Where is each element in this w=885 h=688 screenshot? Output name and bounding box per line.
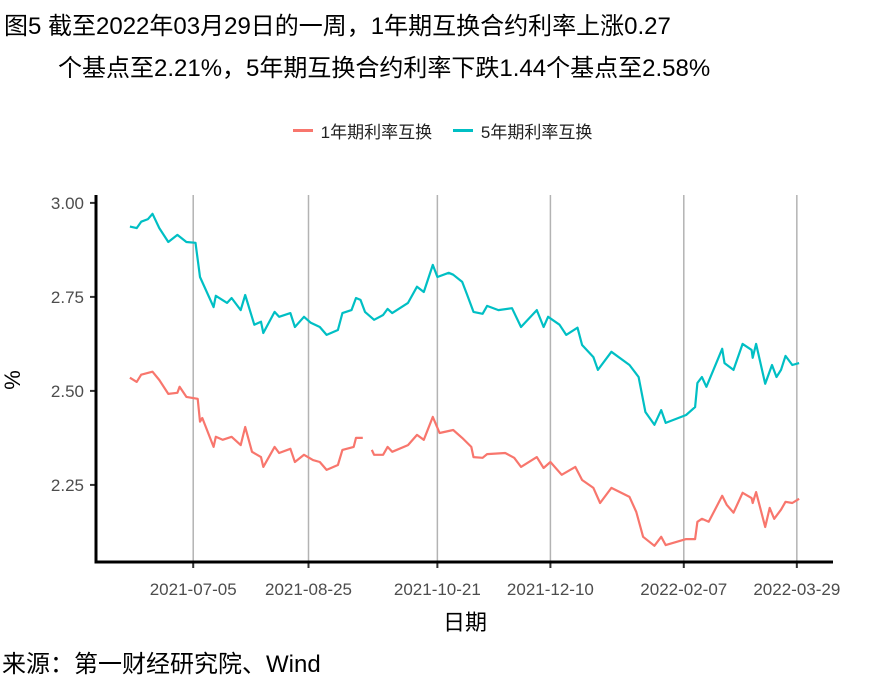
legend-label-5y: 5年期利率互换 (480, 123, 593, 142)
series-line-5y-swap (129, 212, 800, 426)
legend-item-1y: 1年期利率互换 (292, 118, 433, 143)
axes: 2021-07-05 2021-08-25 2021-10-21 2021-12-10… (51, 194, 840, 599)
legend-label-1y: 1年期利率互换 (320, 123, 433, 142)
legend-swatch-5y (452, 129, 473, 132)
y-tick-label: 2.50 (51, 382, 84, 401)
y-tick-label: 2.75 (51, 288, 84, 307)
legend-swatch-1y (292, 129, 313, 132)
series-line-1y-swap (370, 415, 800, 547)
x-tick-label: 2021-10-21 (394, 580, 481, 599)
x-tick-label: 2021-12-10 (507, 580, 594, 599)
chart-legend: 1年期利率互换 5年期利率互换 (0, 117, 885, 143)
y-tick-label: 2.25 (51, 476, 84, 495)
source-note: 来源：第一财经研究院、Wind (2, 651, 321, 678)
x-tick-label: 2022-03-29 (753, 580, 840, 599)
x-tick-label: 2021-07-05 (150, 580, 237, 599)
x-tick-label: 2022-02-07 (640, 580, 727, 599)
chart-title-line-1: 图5 截至2022年03月29日的一周，1年期互换合约利率上涨0.27 (4, 13, 671, 40)
series-line-1y-swap (129, 370, 363, 471)
grid-lines (192, 195, 798, 562)
y-tick-label: 3.00 (51, 194, 84, 213)
series-lines (129, 212, 800, 547)
legend-item-5y: 5年期利率互换 (452, 118, 593, 143)
chart-title-line-2: 个基点至2.21%，5年期互换合约利率下跌1.44个基点至2.58% (58, 55, 711, 82)
y-axis-label: % (0, 370, 25, 390)
x-axis-label: 日期 (443, 610, 487, 635)
x-tick-label: 2021-08-25 (265, 580, 352, 599)
